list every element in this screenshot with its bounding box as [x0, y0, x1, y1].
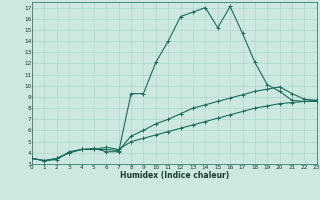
X-axis label: Humidex (Indice chaleur): Humidex (Indice chaleur) — [120, 171, 229, 180]
